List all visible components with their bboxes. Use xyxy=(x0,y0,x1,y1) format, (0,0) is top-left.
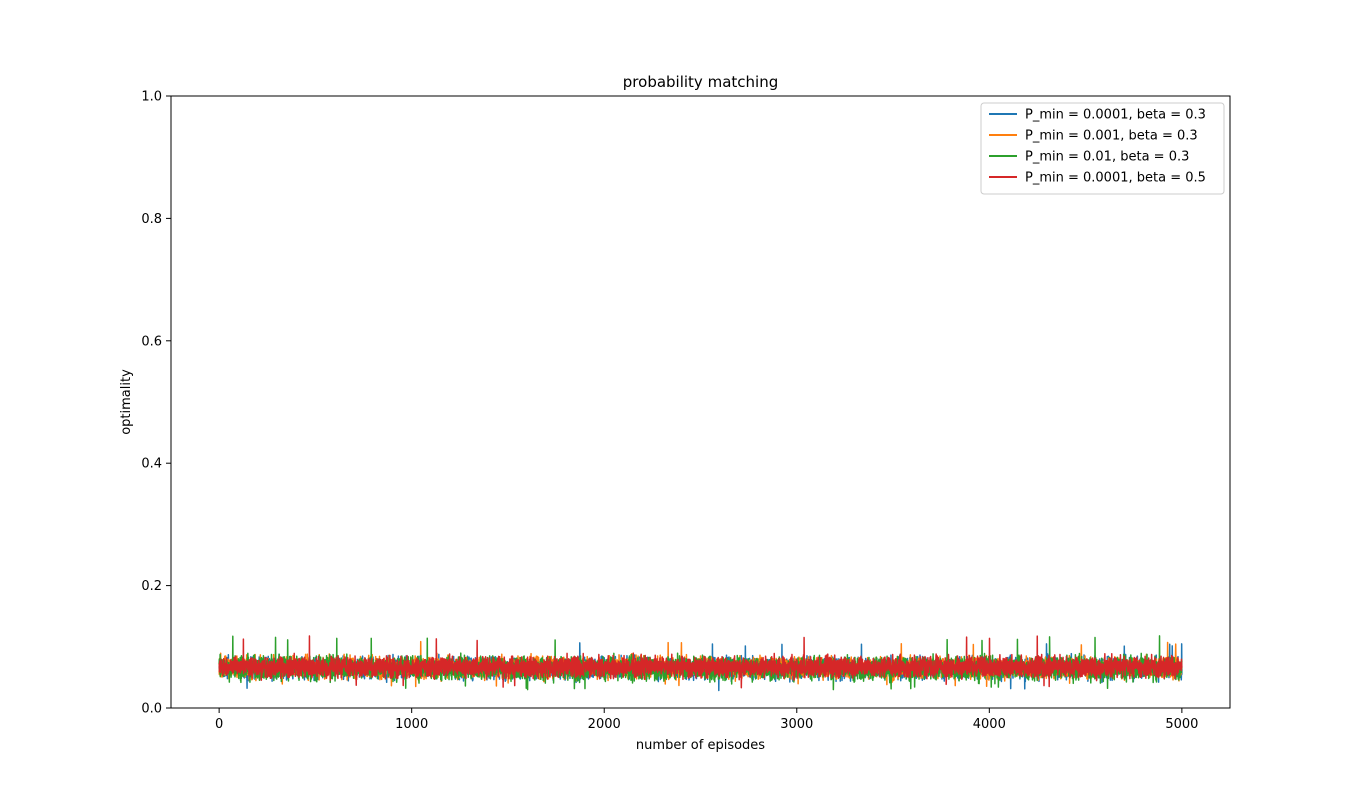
y-tick-label: 0.4 xyxy=(141,457,162,472)
x-tick-label: 3000 xyxy=(780,717,813,732)
y-axis-title: optimality xyxy=(119,369,134,435)
x-axis: 0 1000 2000 3000 4000 5000 xyxy=(215,708,1198,732)
x-tick-label: 1000 xyxy=(395,717,428,732)
legend-label: P_min = 0.001, beta = 0.3 xyxy=(1025,129,1198,144)
plot-area xyxy=(171,96,1230,708)
chart-title: probability matching xyxy=(623,73,778,91)
x-tick-label: 2000 xyxy=(588,717,621,732)
series-layer xyxy=(218,635,1183,692)
y-tick-label: 0.0 xyxy=(141,702,162,717)
y-tick-label: 0.8 xyxy=(141,212,162,227)
y-tick-label: 1.0 xyxy=(141,90,162,105)
x-tick-label: 0 xyxy=(215,717,223,732)
legend-label: P_min = 0.0001, beta = 0.5 xyxy=(1025,171,1206,186)
y-tick-label: 0.6 xyxy=(141,334,162,349)
legend-label: P_min = 0.0001, beta = 0.3 xyxy=(1025,108,1206,123)
x-tick-label: 4000 xyxy=(973,717,1006,732)
plot-frame xyxy=(170,95,1231,709)
legend-label: P_min = 0.01, beta = 0.3 xyxy=(1025,150,1189,165)
legend: P_min = 0.0001, beta = 0.3 P_min = 0.001,… xyxy=(980,102,1225,195)
series-line xyxy=(218,635,1183,689)
x-axis-title: number of episodes xyxy=(636,738,765,753)
y-tick-label: 0.2 xyxy=(141,579,162,594)
legend-box xyxy=(980,102,1225,195)
y-axis: 0.0 0.2 0.4 0.6 0.8 1.0 xyxy=(141,90,171,717)
x-tick-label: 5000 xyxy=(1165,717,1198,732)
